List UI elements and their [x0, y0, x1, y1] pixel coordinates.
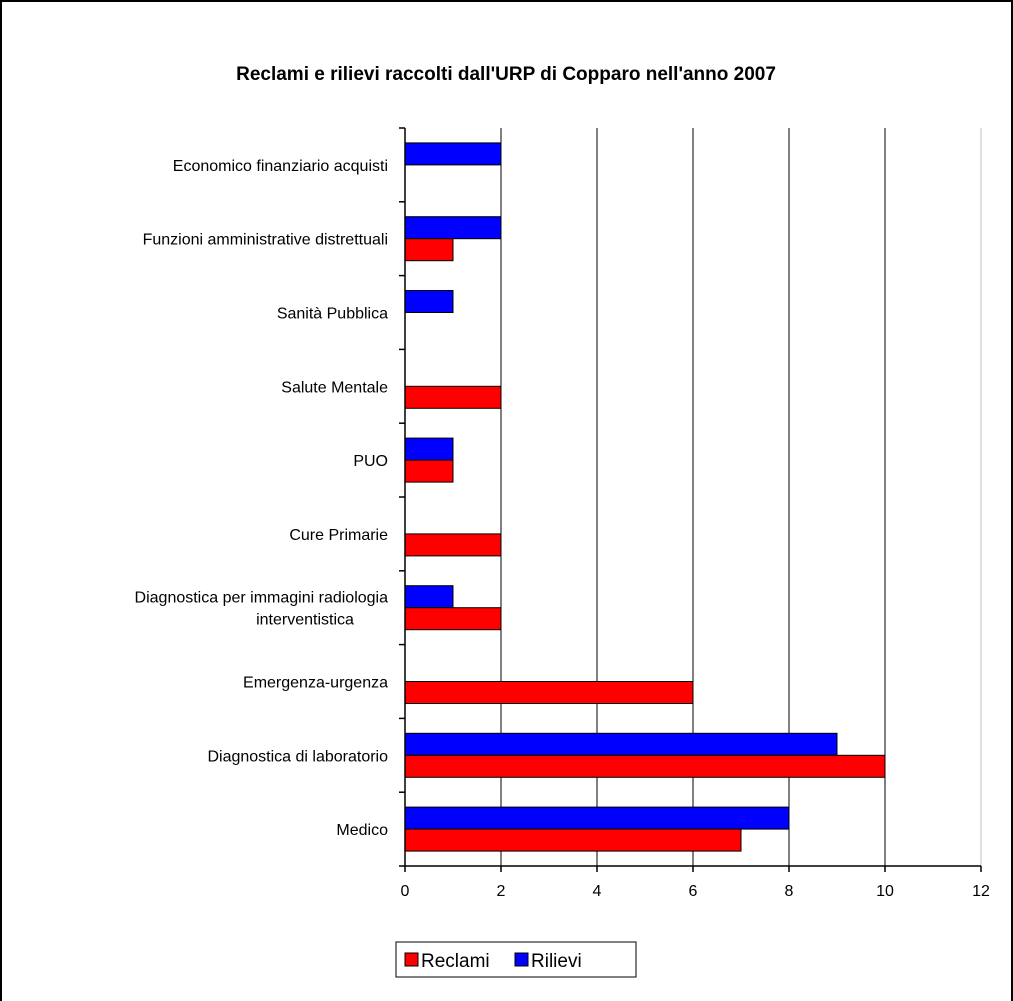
x-tick-label-6: 6 [689, 883, 698, 900]
legend-box [395, 941, 637, 978]
bar-reclami-1 [404, 238, 454, 262]
x-tick-label-4: 4 [593, 883, 602, 900]
legend-label-reclami: Reclami [421, 951, 490, 972]
bar-reclami-5 [404, 533, 502, 557]
bar-reclami-4 [404, 459, 454, 483]
bar-reclami-3 [404, 385, 502, 409]
x-tick-label-2: 2 [497, 883, 506, 900]
bar-rilievi-6 [404, 585, 454, 609]
bar-rilievi-0 [404, 142, 502, 166]
category-label: Salute Mentale [281, 379, 388, 396]
category-label: Economico finanziario acquisti [173, 158, 388, 175]
category-label: Diagnostica per immagini radiologia inter… [135, 590, 389, 629]
bars-layer [404, 142, 886, 852]
bar-reclami-9 [404, 828, 742, 852]
category-label: Medico [336, 822, 388, 839]
x-tick-label-8: 8 [785, 883, 794, 900]
category-label: Cure Primarie [289, 527, 388, 544]
x-tick-label-12: 12 [972, 883, 990, 900]
grid-layer [500, 128, 982, 866]
category-label: Funzioni amministrative distrettuali [143, 232, 388, 249]
bar-rilievi-2 [404, 290, 454, 313]
category-label: Emergenza-urgenza [243, 675, 388, 692]
bar-reclami-6 [404, 607, 502, 631]
bar-rilievi-8 [404, 732, 838, 756]
bar-rilievi-9 [404, 806, 790, 830]
category-labels: Economico finanziario acquisti Funzioni a… [135, 158, 389, 839]
legend-swatch-reclami [404, 952, 419, 967]
x-tick-label-10: 10 [876, 883, 894, 900]
category-label: Sanità Pubblica [277, 306, 388, 323]
category-label: PUO [353, 453, 388, 470]
legend-label-rilievi: Rilievi [531, 951, 582, 972]
bar-rilievi-4 [404, 437, 454, 461]
bar-reclami-8 [404, 754, 886, 778]
category-label: Diagnostica di laboratorio [207, 748, 388, 765]
bar-reclami-7 [404, 681, 694, 704]
legend: Reclami Rilievi [395, 941, 637, 978]
axis-layer: 0 2 4 6 8 10 12 [399, 127, 990, 900]
chart-title: Reclami e rilievi raccolti dall'URP di C… [236, 64, 776, 85]
legend-swatch-rilievi [514, 952, 529, 967]
bar-rilievi-1 [404, 216, 502, 240]
x-tick-label-0: 0 [401, 883, 410, 900]
